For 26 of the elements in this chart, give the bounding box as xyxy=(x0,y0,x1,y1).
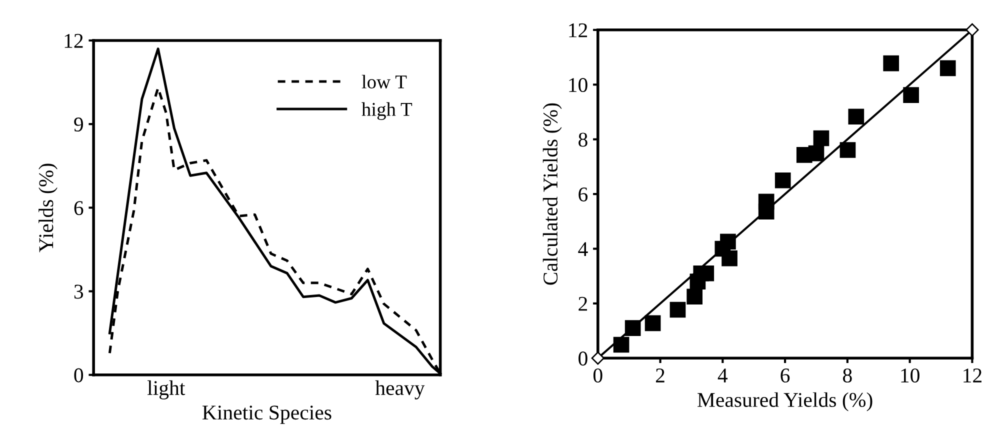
y-tick-label: 10 xyxy=(569,78,588,92)
y-tick-label: 12 xyxy=(569,23,588,38)
x-axis-title: Kinetic Species xyxy=(202,406,332,424)
y-tick-label: 2 xyxy=(578,296,588,311)
y-tick-label: 12 xyxy=(64,34,83,48)
y-tick-label: 6 xyxy=(578,187,588,202)
x-tick-label: 6 xyxy=(780,368,790,383)
x-tick-label: 10 xyxy=(901,368,920,383)
legend-label: low T xyxy=(362,74,407,89)
y-axis-title: Yields (%) xyxy=(38,164,58,252)
x-tick-label: 4 xyxy=(718,368,728,382)
y-tick-label: 9 xyxy=(74,118,83,132)
x-tick-label: 2 xyxy=(656,368,664,382)
y-tick-label: 4 xyxy=(578,242,588,256)
y-tick-label: 6 xyxy=(74,201,84,216)
y-tick-label: 8 xyxy=(578,132,588,147)
y-axis-title: Calculated Yields (%) xyxy=(542,103,562,285)
legend-label: high T xyxy=(362,102,412,120)
x-axis-title: Measured Yields (%) xyxy=(698,392,872,412)
x-tick-label: 12 xyxy=(964,368,982,382)
x-tick-label: light xyxy=(147,380,186,400)
y-tick-label: 3 xyxy=(74,284,84,299)
x-tick-label: 8 xyxy=(843,368,852,383)
y-tick-label: 0 xyxy=(578,352,588,366)
x-tick-label: 0 xyxy=(593,368,602,383)
x-tick-label: heavy xyxy=(375,380,425,400)
